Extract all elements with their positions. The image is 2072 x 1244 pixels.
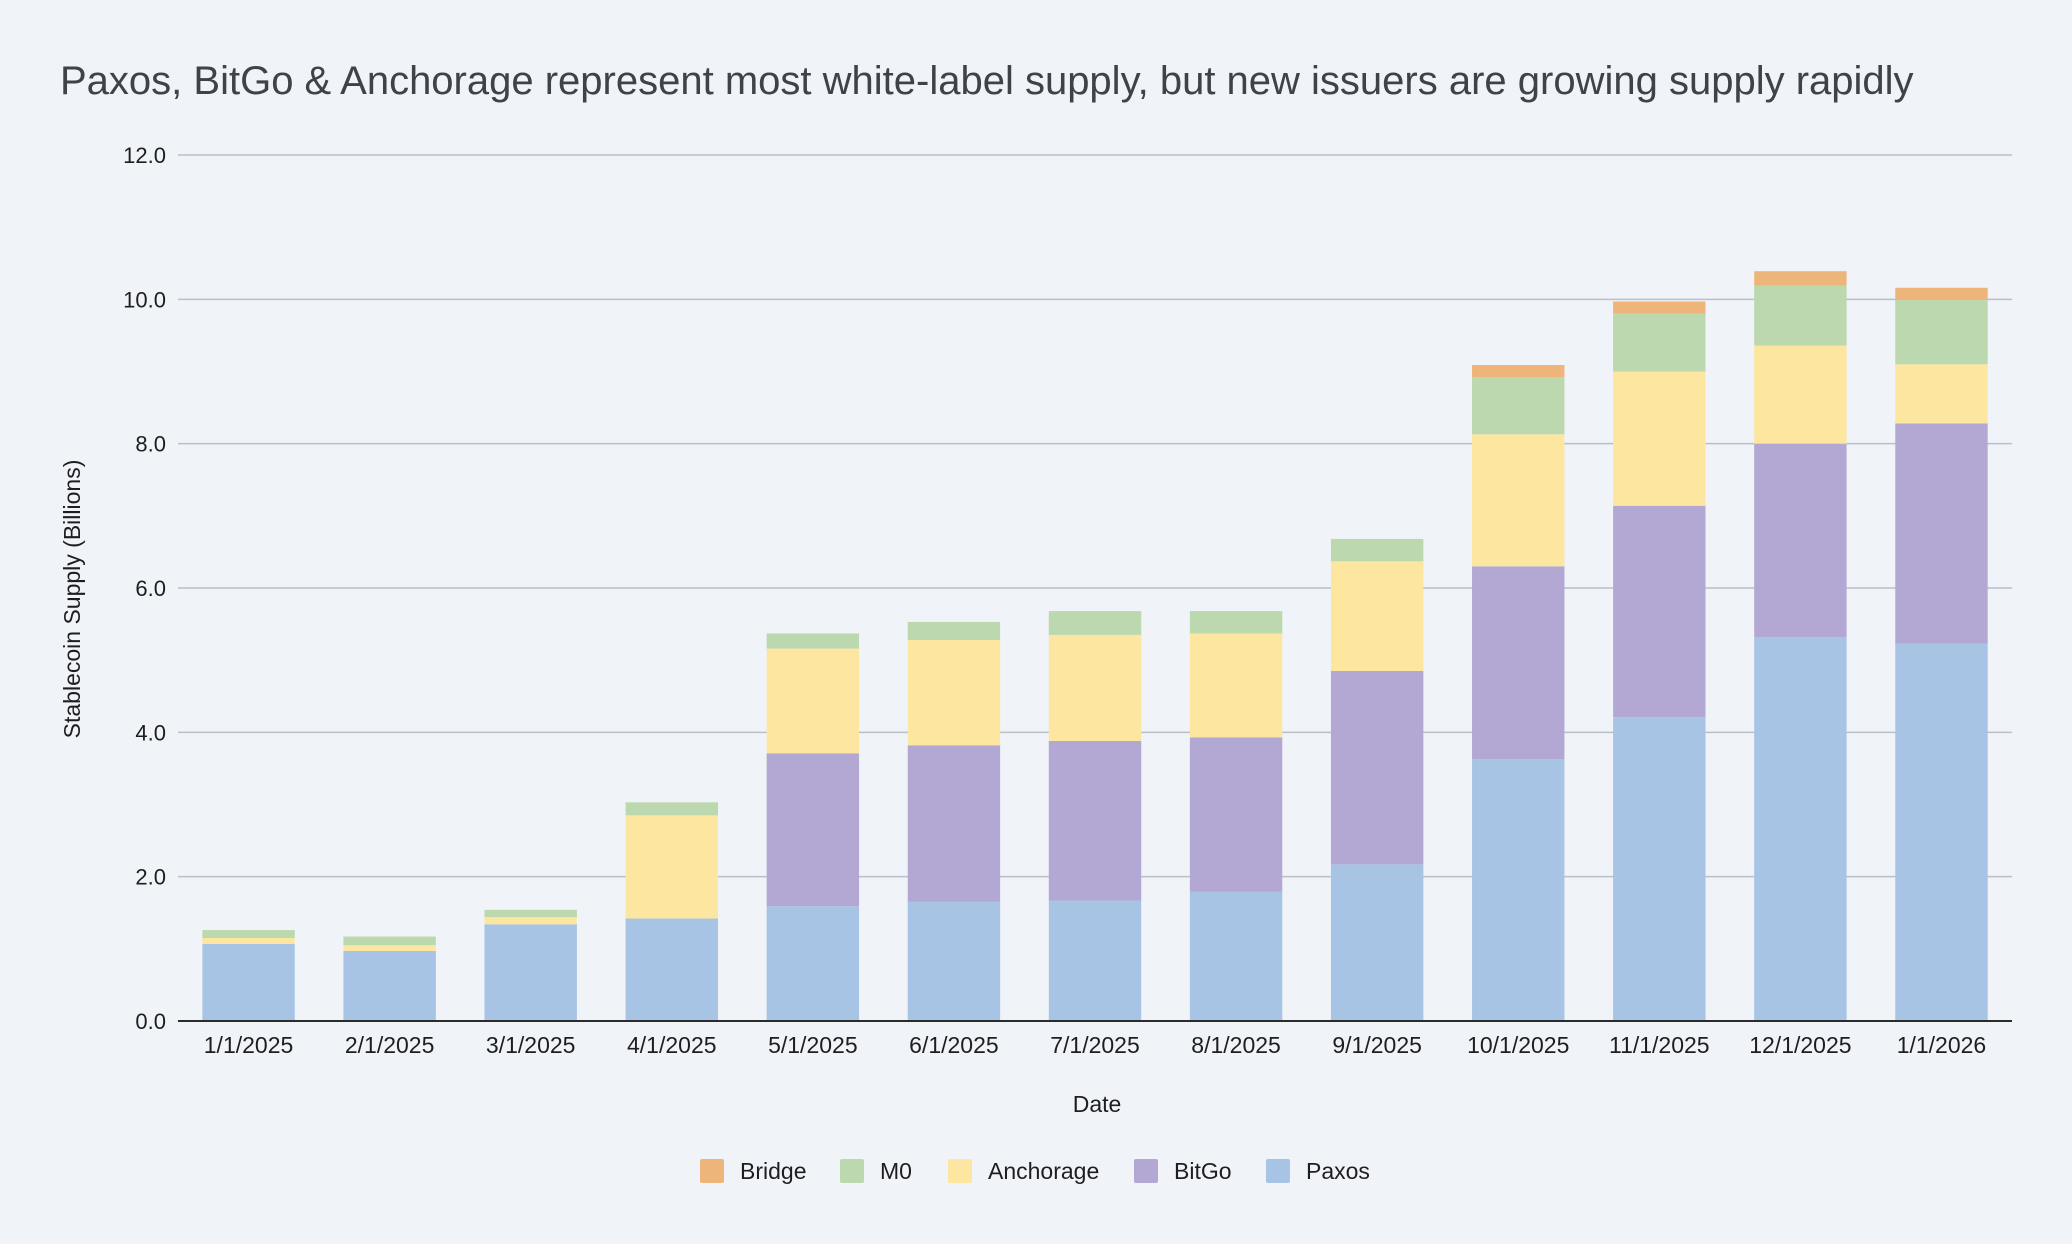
legend-swatch-anchorage <box>948 1159 972 1183</box>
bar-segment-bitgo <box>1895 423 1988 644</box>
x-tick-label: 11/1/2025 <box>1609 1032 1710 1058</box>
bar-segment-bridge <box>1895 287 1988 301</box>
x-axis: 1/1/2025 2/1/2025 3/1/2025 4/1/2025 5/1/2025… <box>178 1020 2012 1058</box>
bar-segment-m0 <box>1754 285 1847 346</box>
x-tick-label: 1/1/2026 <box>1897 1032 1987 1058</box>
y-tick-label: 0.0 <box>135 1009 166 1034</box>
bar-segment-m0 <box>1189 611 1283 634</box>
bar-segment-m0 <box>1330 538 1424 562</box>
bar-segment-anchorage <box>1895 364 1988 424</box>
bar-segment-anchorage <box>1048 634 1142 741</box>
legend-label-paxos: Paxos <box>1306 1158 1370 1184</box>
legend-swatch-bridge <box>700 1159 724 1183</box>
bar-segment-paxos <box>907 901 1001 1021</box>
x-tick-label: 12/1/2025 <box>1749 1032 1851 1058</box>
bar-segment-paxos <box>1189 891 1283 1021</box>
legend-swatch-bitgo <box>1134 1159 1158 1183</box>
legend-swatch-m0 <box>840 1159 864 1183</box>
bar-segment-anchorage <box>1189 633 1283 738</box>
bar-segment-anchorage <box>625 815 718 919</box>
bar-segment-anchorage <box>343 945 436 951</box>
bar-segment-bridge <box>1754 271 1847 286</box>
x-tick-label: 10/1/2025 <box>1467 1032 1569 1058</box>
bar-segment-anchorage <box>907 639 1001 746</box>
x-tick-label: 6/1/2025 <box>909 1032 999 1058</box>
legend-label-m0: M0 <box>880 1158 912 1184</box>
x-axis-title: Date <box>1073 1091 1122 1117</box>
legend-swatch-paxos <box>1266 1159 1290 1183</box>
y-tick-label: 12.0 <box>123 143 166 168</box>
x-tick-label: 9/1/2025 <box>1332 1032 1422 1058</box>
bar-segment-bitgo <box>1048 740 1142 901</box>
bar-segment-bitgo <box>1472 566 1565 760</box>
y-axis-title: Stablecoin Supply (Billions) <box>59 460 85 739</box>
bar-segment-anchorage <box>1754 345 1847 444</box>
legend: Bridge M0 Anchorage BitGo Paxos <box>700 1158 1370 1184</box>
x-tick-label: 5/1/2025 <box>768 1032 858 1058</box>
y-tick-label: 8.0 <box>135 432 166 457</box>
x-tick-label: 4/1/2025 <box>627 1032 717 1058</box>
x-tick-label: 2/1/2025 <box>345 1032 435 1058</box>
bar-segment-bridge <box>1613 301 1706 314</box>
bar-segment-paxos <box>1895 643 1988 1021</box>
x-tick-label: 3/1/2025 <box>486 1032 576 1058</box>
bar-segment-paxos <box>1613 717 1706 1021</box>
bar-segment-m0 <box>766 633 860 649</box>
bar-segment-bitgo <box>1330 670 1424 865</box>
bar-segment-paxos <box>343 951 436 1021</box>
bar-segment-anchorage <box>484 917 577 925</box>
y-tick-label: 6.0 <box>135 576 166 601</box>
x-tick-label: 8/1/2025 <box>1191 1032 1281 1058</box>
y-tick-label: 2.0 <box>135 865 166 890</box>
bar-segment-paxos <box>484 924 577 1021</box>
bar-segment-m0 <box>907 621 1001 640</box>
bar-segment-anchorage <box>1472 434 1565 567</box>
x-tick-label: 7/1/2025 <box>1050 1032 1140 1058</box>
bar-segment-anchorage <box>766 648 860 754</box>
bar-segment-paxos <box>1472 759 1565 1021</box>
bar-segment-bridge <box>1472 365 1565 378</box>
legend-label-anchorage: Anchorage <box>988 1158 1099 1184</box>
bar-segment-m0 <box>343 936 436 946</box>
legend-label-bridge: Bridge <box>740 1158 806 1184</box>
bar-segment-m0 <box>1472 377 1565 435</box>
bar-segment-paxos <box>1048 900 1142 1021</box>
y-tick-label: 4.0 <box>135 720 166 745</box>
legend-label-bitgo: BitGo <box>1174 1158 1232 1184</box>
bar-segment-m0 <box>625 802 718 816</box>
bar-segment-bitgo <box>766 753 860 907</box>
bar-segment-paxos <box>202 943 295 1021</box>
bar-segment-m0 <box>1895 300 1988 365</box>
bar-segment-paxos <box>766 906 860 1021</box>
gridlines: 0.0 2.0 4.0 6.0 8.0 10.0 12.0 <box>123 143 2012 1034</box>
bar-segment-bitgo <box>1613 505 1706 718</box>
x-tick-label: 1/1/2025 <box>204 1032 294 1058</box>
bar-segment-m0 <box>1048 611 1142 635</box>
bar-segment-bitgo <box>907 745 1001 902</box>
bar-segment-bitgo <box>1754 443 1847 638</box>
bar-segment-anchorage <box>202 938 295 944</box>
bar-segment-paxos <box>1330 864 1424 1021</box>
bar-segment-anchorage <box>1613 371 1706 506</box>
bar-segment-bitgo <box>1189 737 1283 892</box>
bar-segment-paxos <box>1754 637 1847 1021</box>
bar-segment-m0 <box>1613 313 1706 372</box>
bars <box>202 271 1988 1021</box>
bar-segment-m0 <box>202 930 295 939</box>
chart-title: Paxos, BitGo & Anchorage represent most … <box>60 59 1914 103</box>
bar-segment-anchorage <box>1330 561 1424 671</box>
bar-segment-m0 <box>484 909 577 918</box>
bar-segment-paxos <box>625 918 718 1021</box>
y-tick-label: 10.0 <box>123 287 166 312</box>
